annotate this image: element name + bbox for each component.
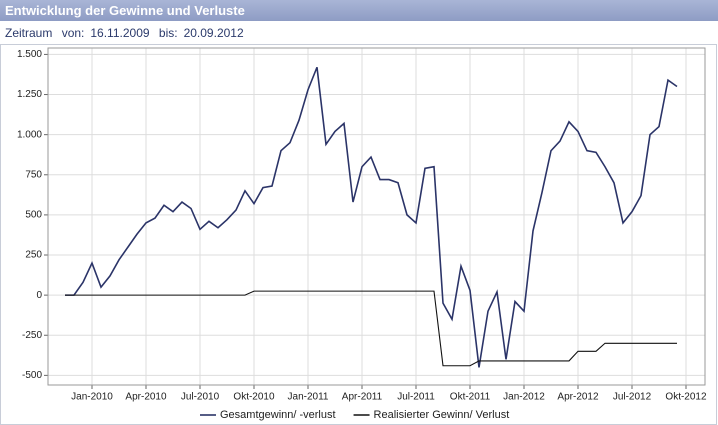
x-tick-label: Okt-2010: [233, 392, 275, 403]
series-line: [65, 290, 677, 367]
y-tick-label: 0: [36, 290, 42, 301]
y-tick-label: 500: [25, 210, 42, 221]
y-tick-label: -500: [22, 370, 42, 381]
x-tick-label: Jan-2012: [503, 392, 545, 403]
y-tick-label: 1.250: [17, 89, 42, 100]
x-tick-label: Jul-2010: [181, 392, 220, 403]
x-tick-label: Jan-2011: [288, 392, 329, 403]
plot-border: [47, 47, 706, 386]
to-date: 20.09.2012: [183, 26, 244, 40]
x-tick-label: Jan-2010: [71, 392, 113, 403]
y-tick-label: -250: [22, 330, 42, 341]
x-tick-label: Apr-2010: [125, 392, 167, 403]
y-tick-label: 1.000: [17, 129, 42, 140]
legend-label: Gesamtgewinn/ -verlust: [220, 409, 336, 421]
y-tick-label: 1.500: [17, 49, 42, 60]
y-tick-label: 250: [25, 250, 42, 261]
from-label: von:: [61, 26, 85, 40]
header-title: Entwicklung der Gewinne und Verluste: [0, 0, 718, 21]
plot-area: [47, 47, 706, 386]
x-tick-label: Okt-2012: [665, 392, 707, 403]
x-tick-label: Jul-2012: [613, 392, 652, 403]
x-tick-label: Apr-2011: [342, 392, 383, 403]
x-tick-label: Okt-2011: [450, 392, 491, 403]
series-line: [65, 66, 678, 368]
to-label: bis:: [158, 26, 178, 40]
period-label: Zeitraum: [5, 26, 53, 40]
legend-label: Realisierter Gewinn/ Verlust: [374, 409, 510, 421]
x-tick-label: Jul-2011: [397, 392, 435, 403]
period-bar: Zeitraum von: 16.11.2009 bis: 20.09.2012: [0, 23, 718, 43]
from-date: 16.11.2009: [90, 26, 150, 40]
y-tick-label: 750: [25, 169, 42, 180]
x-tick-label: Apr-2012: [557, 392, 599, 403]
chart: -500 -250 0 250 500 750 1.000 1.250 1.500 Jan-201…: [0, 44, 717, 425]
